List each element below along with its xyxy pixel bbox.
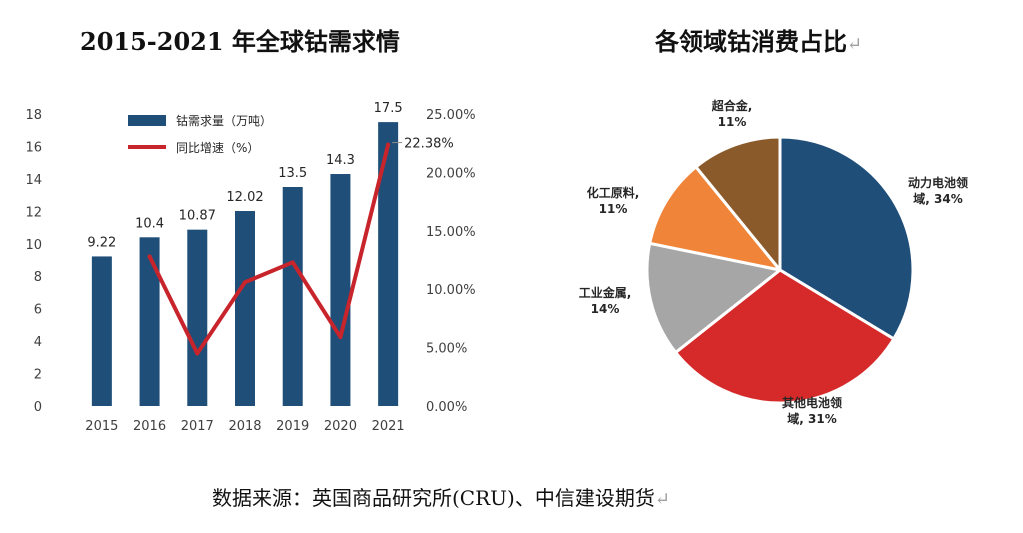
pie-slice-label: 化工原料,	[587, 185, 640, 200]
y-left-tick-label: 8	[34, 270, 42, 285]
demand-bar	[91, 256, 112, 406]
y-left-tick-label: 16	[25, 140, 42, 155]
cobalt-demand-bar-chart: 0 2 4 6 8 10 12 14 16 18 0.00% 5.00% 10.00% 15.00% 20.…	[25, 101, 476, 434]
pie-slice	[674, 268, 896, 405]
y-left-tick-label: 10	[25, 238, 42, 253]
demand-bar-data-label: 10.4	[135, 216, 164, 231]
return-mark: ↵	[654, 489, 670, 510]
demand-bar	[187, 229, 208, 406]
demand-bar	[378, 122, 399, 406]
pie-slice-label: 域, 31%	[787, 411, 836, 426]
growth-rate-point	[290, 260, 295, 265]
demand-bar-data-label: 10.87	[179, 209, 216, 224]
pie-chart-title: 各领域钴消费占比↵	[655, 27, 863, 56]
pie-slice-label: 域, 34%	[913, 191, 962, 206]
y-right-tick-label: 5.00%	[426, 342, 467, 357]
demand-bar-data-label: 14.3	[326, 153, 355, 168]
growth-rate-point	[147, 254, 152, 259]
demand-bar	[139, 237, 160, 406]
y-left-tick-label: 14	[25, 173, 42, 188]
legend-label-growth: 同比增速（%）	[176, 141, 259, 155]
demand-bar	[330, 174, 351, 406]
y-left-tick-label: 18	[25, 108, 42, 123]
x-tick-label: 2015	[85, 419, 118, 434]
growth-rate-data-label: 22.38%	[404, 137, 454, 152]
demand-bar	[282, 187, 303, 406]
pie-slice-label: 工业金属,	[579, 285, 632, 300]
growth-rate-point	[195, 351, 200, 356]
demand-bar	[235, 211, 255, 406]
pie-slice	[645, 241, 782, 354]
y-left-tick-label: 2	[34, 368, 42, 383]
pie-slice-label: 其他电池领	[782, 395, 842, 410]
demand-bar-data-label: 12.02	[226, 190, 263, 205]
legend-swatch-demand	[128, 115, 166, 126]
growth-rate-point	[338, 335, 343, 340]
pie-slice-label: 14%	[591, 302, 620, 316]
pie-slice-label: 动力电池领	[908, 175, 968, 190]
return-mark: ↵	[847, 34, 863, 55]
pie-slice	[648, 165, 782, 272]
demand-bar-data-label: 9.22	[87, 235, 116, 250]
x-tick-label: 2021	[372, 419, 405, 434]
pie-slice-label: 11%	[718, 115, 747, 129]
x-tick-label: 2020	[324, 419, 357, 434]
growth-rate-point	[386, 142, 391, 147]
y-left-tick-label: 6	[34, 303, 42, 318]
y-left-tick-label: 12	[25, 205, 42, 220]
source-note: 数据来源：英国商品研究所(CRU)、中信建设期货↵	[212, 486, 670, 510]
demand-bar-data-label: 13.5	[278, 166, 307, 181]
y-left-tick-label: 4	[34, 335, 42, 350]
y-right-tick-label: 20.00%	[426, 166, 476, 181]
x-tick-label: 2016	[133, 419, 166, 434]
y-right-tick-label: 15.00%	[426, 225, 476, 240]
demand-bar-data-label: 17.5	[374, 101, 403, 116]
pie-slice	[694, 135, 782, 272]
y-right-tick-label: 0.00%	[426, 400, 467, 415]
x-tick-label: 2019	[276, 419, 309, 434]
y-right-tick-label: 25.00%	[426, 108, 476, 123]
growth-rate-line	[147, 142, 391, 356]
legend-label-demand: 钴需求量（万吨）	[176, 113, 272, 128]
pie-slice-label: 超合金,	[711, 98, 753, 113]
growth-rate-point	[243, 280, 247, 285]
y-right-tick-label: 10.00%	[426, 283, 476, 298]
y-left-tick-label: 0	[34, 400, 42, 415]
bar-chart-title: 2015-2021 年全球钴需求情	[80, 27, 400, 56]
x-tick-label: 2018	[228, 419, 261, 434]
pie-slice-label: 11%	[599, 202, 628, 216]
x-tick-label: 2017	[181, 419, 214, 434]
